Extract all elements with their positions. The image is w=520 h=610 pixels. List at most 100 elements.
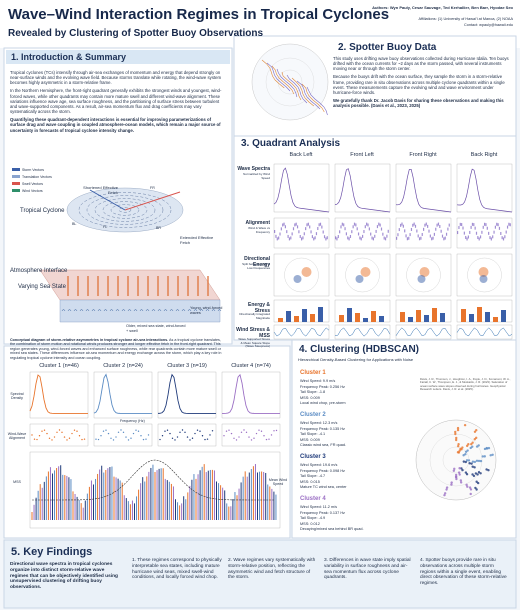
heat-cell: [306, 223, 308, 227]
point: [479, 459, 483, 463]
heat-cell: [427, 224, 429, 228]
point: [53, 436, 56, 438]
column-header: Back Left: [289, 152, 313, 158]
point: [475, 459, 479, 462]
heat-cell: [296, 225, 299, 229]
heat-cell: [313, 237, 315, 241]
heat-cell: [319, 222, 322, 226]
bar: [355, 313, 360, 322]
buoy-track: [306, 86, 328, 116]
heat-cell: [409, 233, 411, 237]
point: [471, 445, 474, 448]
point: [135, 429, 137, 431]
curve: [395, 168, 452, 213]
heat-cell: [364, 225, 366, 229]
heat-cell: [317, 227, 319, 231]
axis-label: MSS: [13, 480, 21, 484]
point: [78, 435, 81, 437]
curve: [29, 374, 88, 414]
title: Wave–Wind Interaction Regimes in Tropica…: [8, 6, 390, 23]
point: [71, 432, 73, 435]
point: [97, 438, 100, 441]
bar: [363, 318, 368, 322]
heat-cell: [466, 237, 468, 241]
wave: [91, 309, 96, 312]
cluster-line: MSS: 0.009: [300, 437, 320, 442]
buoy-track: [286, 74, 308, 104]
heat-cell: [489, 236, 491, 240]
point: [95, 438, 97, 440]
row-sub: Directionally Integrated Magnitude: [239, 312, 270, 320]
bar: [408, 317, 413, 322]
caption-title: Conceptual diagram of storm-relative asy…: [10, 338, 169, 342]
point: [63, 436, 66, 438]
legend-swatch: [12, 189, 20, 192]
wave: [151, 309, 156, 312]
point: [248, 436, 250, 438]
point: [483, 447, 487, 451]
point: [43, 429, 46, 431]
finding: 1. These regimes correspond to physicall…: [132, 558, 222, 581]
column-header: Front Right: [409, 152, 437, 158]
heat-cell: [418, 237, 421, 241]
cluster-name: Cluster 2: [300, 412, 326, 418]
point: [127, 439, 130, 441]
heat-cell: [429, 234, 431, 238]
heat-cell: [372, 237, 374, 241]
buoy-track: [266, 62, 291, 92]
bar: [477, 307, 482, 322]
point: [491, 453, 494, 456]
heat-cell: [355, 223, 357, 227]
point: [122, 431, 125, 434]
heat-cell: [490, 237, 492, 241]
heat-cell: [482, 225, 484, 229]
heat-cell: [421, 232, 423, 236]
wave: [133, 309, 138, 312]
bar: [461, 309, 466, 322]
curve: [93, 373, 152, 414]
heat-cell: [459, 222, 461, 226]
heat-cell: [467, 235, 469, 239]
heat-cell: [291, 232, 293, 236]
heat-cell: [502, 237, 505, 241]
plot-frame: [456, 163, 513, 213]
heat-cell: [321, 225, 323, 229]
legend-entry: Wind Vectors: [22, 189, 43, 193]
spiral: [86, 195, 164, 225]
wave: [79, 309, 84, 312]
heat-cell: [501, 236, 503, 240]
cluster-line: MSS: 0.009: [300, 395, 320, 400]
label: Tropical Cyclone: [20, 208, 65, 214]
cluster-line: Wind Speed: 19.6 m/s: [300, 463, 338, 467]
cluster-name: Cluster 3: [300, 454, 326, 460]
heat-cell: [294, 223, 296, 227]
heat-cell: [497, 223, 499, 227]
point: [174, 439, 176, 441]
cluster-line: MSS: 0.012: [300, 521, 320, 526]
point: [33, 438, 36, 440]
heat-cell: [363, 230, 365, 234]
point: [132, 432, 135, 435]
point: [68, 437, 71, 439]
wave: [115, 309, 120, 312]
heat-cell: [404, 229, 406, 233]
point: [477, 444, 480, 447]
heat-cell: [474, 226, 476, 230]
plot-frame: [157, 423, 217, 447]
heat-cell: [506, 225, 509, 229]
heat-cell: [440, 229, 442, 233]
buoy-track: [296, 80, 321, 110]
cluster-line: Wind Speed: 11.2 m/s: [300, 505, 338, 509]
point: [194, 432, 196, 435]
heat-cell: [282, 223, 284, 227]
heat-cell: [479, 235, 482, 239]
point: [458, 449, 461, 452]
polar-ring: [406, 257, 441, 293]
bar: [424, 315, 429, 322]
heat-cell: [279, 232, 281, 236]
wave: [109, 309, 114, 312]
point: [265, 438, 268, 441]
heat-cell: [287, 234, 289, 238]
curve: [273, 327, 330, 337]
point: [469, 488, 473, 491]
